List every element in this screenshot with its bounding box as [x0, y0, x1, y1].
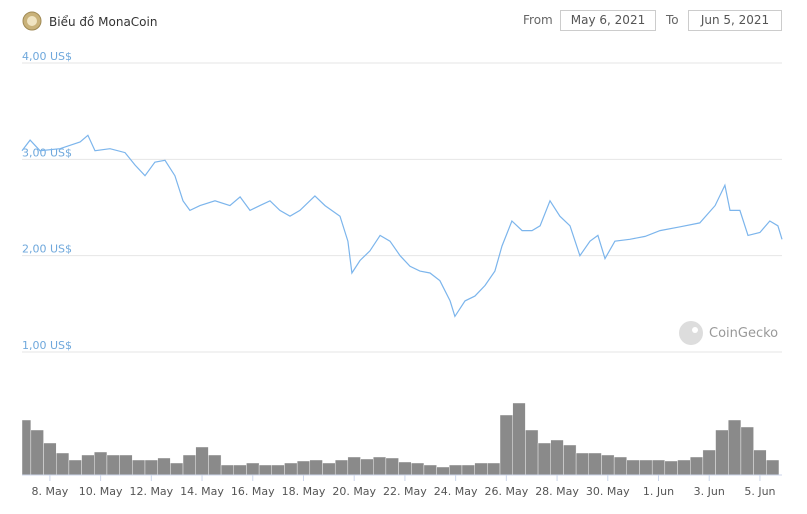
volume-bar [753, 449, 767, 476]
x-tick-label: 18. May [282, 485, 326, 498]
volume-bar [385, 457, 399, 476]
volume-bar [588, 452, 602, 476]
volume-bar [537, 442, 551, 476]
volume-bar [220, 464, 234, 476]
x-tick-label: 26. May [484, 485, 528, 498]
volume-bar [525, 429, 539, 476]
volume-bar [360, 458, 374, 476]
x-tick-label: 16. May [231, 485, 275, 498]
price-line [21, 134, 783, 318]
y-tick-label: 1,00 US$ [22, 339, 72, 352]
x-tick-label: 8. May [32, 485, 69, 498]
volume-bar [766, 459, 780, 476]
x-tick-label: 10. May [79, 485, 123, 498]
volume-bar [690, 456, 704, 476]
volume-bar [208, 454, 222, 476]
volume-bar [436, 466, 450, 476]
volume-bar [30, 429, 44, 476]
volume-bar [626, 459, 640, 476]
watermark-logo-eye [692, 327, 698, 333]
volume-bar [233, 464, 247, 476]
to-date-input[interactable]: Jun 5, 2021 [688, 10, 782, 31]
volume-bar [296, 460, 311, 476]
volume-bar [56, 452, 70, 476]
volume-bar [246, 462, 260, 476]
volume-bar [21, 419, 32, 476]
volume-bar [398, 461, 412, 476]
from-label: From [523, 13, 553, 27]
volume-bar [119, 454, 133, 476]
x-tick-label: 30. May [586, 485, 630, 498]
volume-bar [651, 459, 666, 476]
volume-bar [157, 457, 171, 476]
volume-bar [512, 402, 526, 476]
volume-bar [499, 414, 513, 476]
volume-bar [271, 464, 285, 476]
volume-bar [411, 462, 425, 476]
volume-bar [43, 442, 57, 476]
x-tick-label: 28. May [535, 485, 579, 498]
volume-bar [347, 456, 361, 476]
volume-bar [94, 451, 108, 476]
x-tick-label: 14. May [180, 485, 224, 498]
volume-bar [373, 456, 387, 476]
volume-bar [702, 449, 716, 476]
y-tick-label: 3,00 US$ [22, 146, 72, 159]
x-tick-label: 3. Jun [694, 485, 725, 498]
x-tick-label: 24. May [434, 485, 478, 498]
volume-bar [575, 452, 589, 476]
to-label: To [666, 13, 679, 27]
volume-bar [461, 464, 475, 476]
watermark-logo [679, 321, 703, 345]
coin-icon [22, 11, 42, 31]
volume-bar [68, 459, 82, 476]
volume-bar [613, 456, 628, 476]
volume-bar [182, 454, 196, 476]
y-tick-label: 2,00 US$ [22, 243, 72, 256]
volume-bar [170, 462, 184, 476]
chart-title: Biểu đồ MonaCoin [49, 15, 158, 29]
volume-bar [334, 459, 349, 476]
x-tick-label: 1. Jun [643, 485, 674, 498]
y-tick-label: 4,00 US$ [22, 50, 72, 63]
volume-bar [309, 459, 323, 476]
volume-bar [284, 462, 298, 476]
volume-bar [715, 429, 729, 476]
volume-bar [132, 459, 146, 476]
volume-bar [487, 462, 501, 476]
volume-bar [664, 460, 678, 476]
x-tick-label: 12. May [129, 485, 173, 498]
volume-bar [550, 439, 564, 476]
volume-bar [563, 444, 577, 476]
from-date-input[interactable]: May 6, 2021 [560, 10, 656, 31]
volume-bar [81, 454, 95, 476]
volume-bar [106, 454, 120, 476]
volume-bar [449, 464, 463, 476]
volume-bar [474, 462, 488, 476]
volume-bar [639, 459, 653, 476]
volume-bar [677, 459, 691, 476]
watermark: CoinGecko [709, 326, 778, 341]
x-tick-label: 20. May [332, 485, 376, 498]
volume-bar [423, 464, 437, 476]
x-tick-label: 5. Jun [744, 485, 775, 498]
volume-bar [195, 446, 209, 476]
volume-bar [740, 426, 754, 476]
volume-bar [144, 459, 158, 476]
x-tick-label: 22. May [383, 485, 427, 498]
volume-bar [258, 464, 272, 476]
volume-bar [601, 454, 615, 476]
volume-bar [322, 462, 336, 476]
volume-bar [728, 419, 742, 476]
